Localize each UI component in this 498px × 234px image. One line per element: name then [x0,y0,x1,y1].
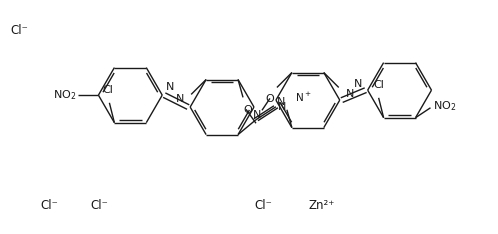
Text: Cl⁻: Cl⁻ [254,199,272,212]
Text: NO$_2$: NO$_2$ [53,88,77,102]
Text: Cl⁻: Cl⁻ [90,199,108,212]
Text: Cl⁻: Cl⁻ [10,24,28,37]
Text: N: N [354,79,362,89]
Text: N: N [253,110,261,120]
Text: Cl: Cl [373,80,384,90]
Text: Cl⁻: Cl⁻ [40,199,58,212]
Text: N: N [346,89,354,99]
Text: O: O [265,95,274,104]
Text: Zn²⁺: Zn²⁺ [309,199,335,212]
Text: NO$_2$: NO$_2$ [433,99,457,113]
Text: N: N [166,82,174,92]
Text: N: N [278,102,286,112]
Text: O: O [243,105,252,115]
Text: Cl: Cl [102,85,113,95]
Text: N: N [176,94,184,104]
Text: N$^+$: N$^+$ [295,91,311,104]
Text: N: N [276,97,285,107]
